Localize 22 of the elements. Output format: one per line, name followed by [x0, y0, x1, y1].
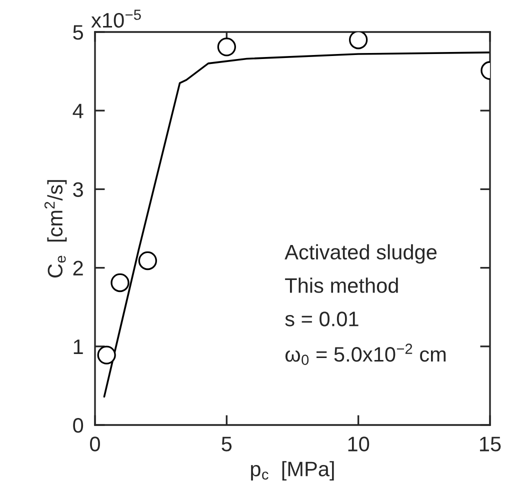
point	[97, 346, 116, 364]
y-tick-label: 5	[73, 25, 84, 40]
y-tick-label: 4	[72, 104, 84, 118]
y-axis-title: C$_{e}$ [cm$^{2}$/s]	[44, 180, 67, 278]
text: x10$^{−5}$	[91, 10, 141, 28]
x-tick-label: 10	[348, 436, 370, 452]
point	[110, 273, 130, 292]
x-tick-label: 5	[222, 436, 232, 452]
y-tick-label: 3	[73, 182, 83, 197]
annotation: This method	[285, 278, 398, 293]
annotation: ω$_{0}$ = 5.0x10$^{−2}$ cm	[285, 344, 446, 365]
point	[348, 32, 368, 50]
point	[217, 38, 236, 56]
point	[138, 251, 158, 270]
annotation: s = 0.01	[285, 312, 358, 326]
y-tick-label: 1	[74, 340, 83, 354]
annotation: Activated sludge	[284, 244, 437, 264]
x-axis-title: p$_{c}$ [MPa]	[251, 461, 334, 481]
x-tick-label: 0	[90, 436, 100, 452]
y-tick-label: 2	[73, 260, 83, 276]
x-tick-label: 15	[480, 436, 501, 452]
y-tick-label: 0	[73, 418, 84, 433]
